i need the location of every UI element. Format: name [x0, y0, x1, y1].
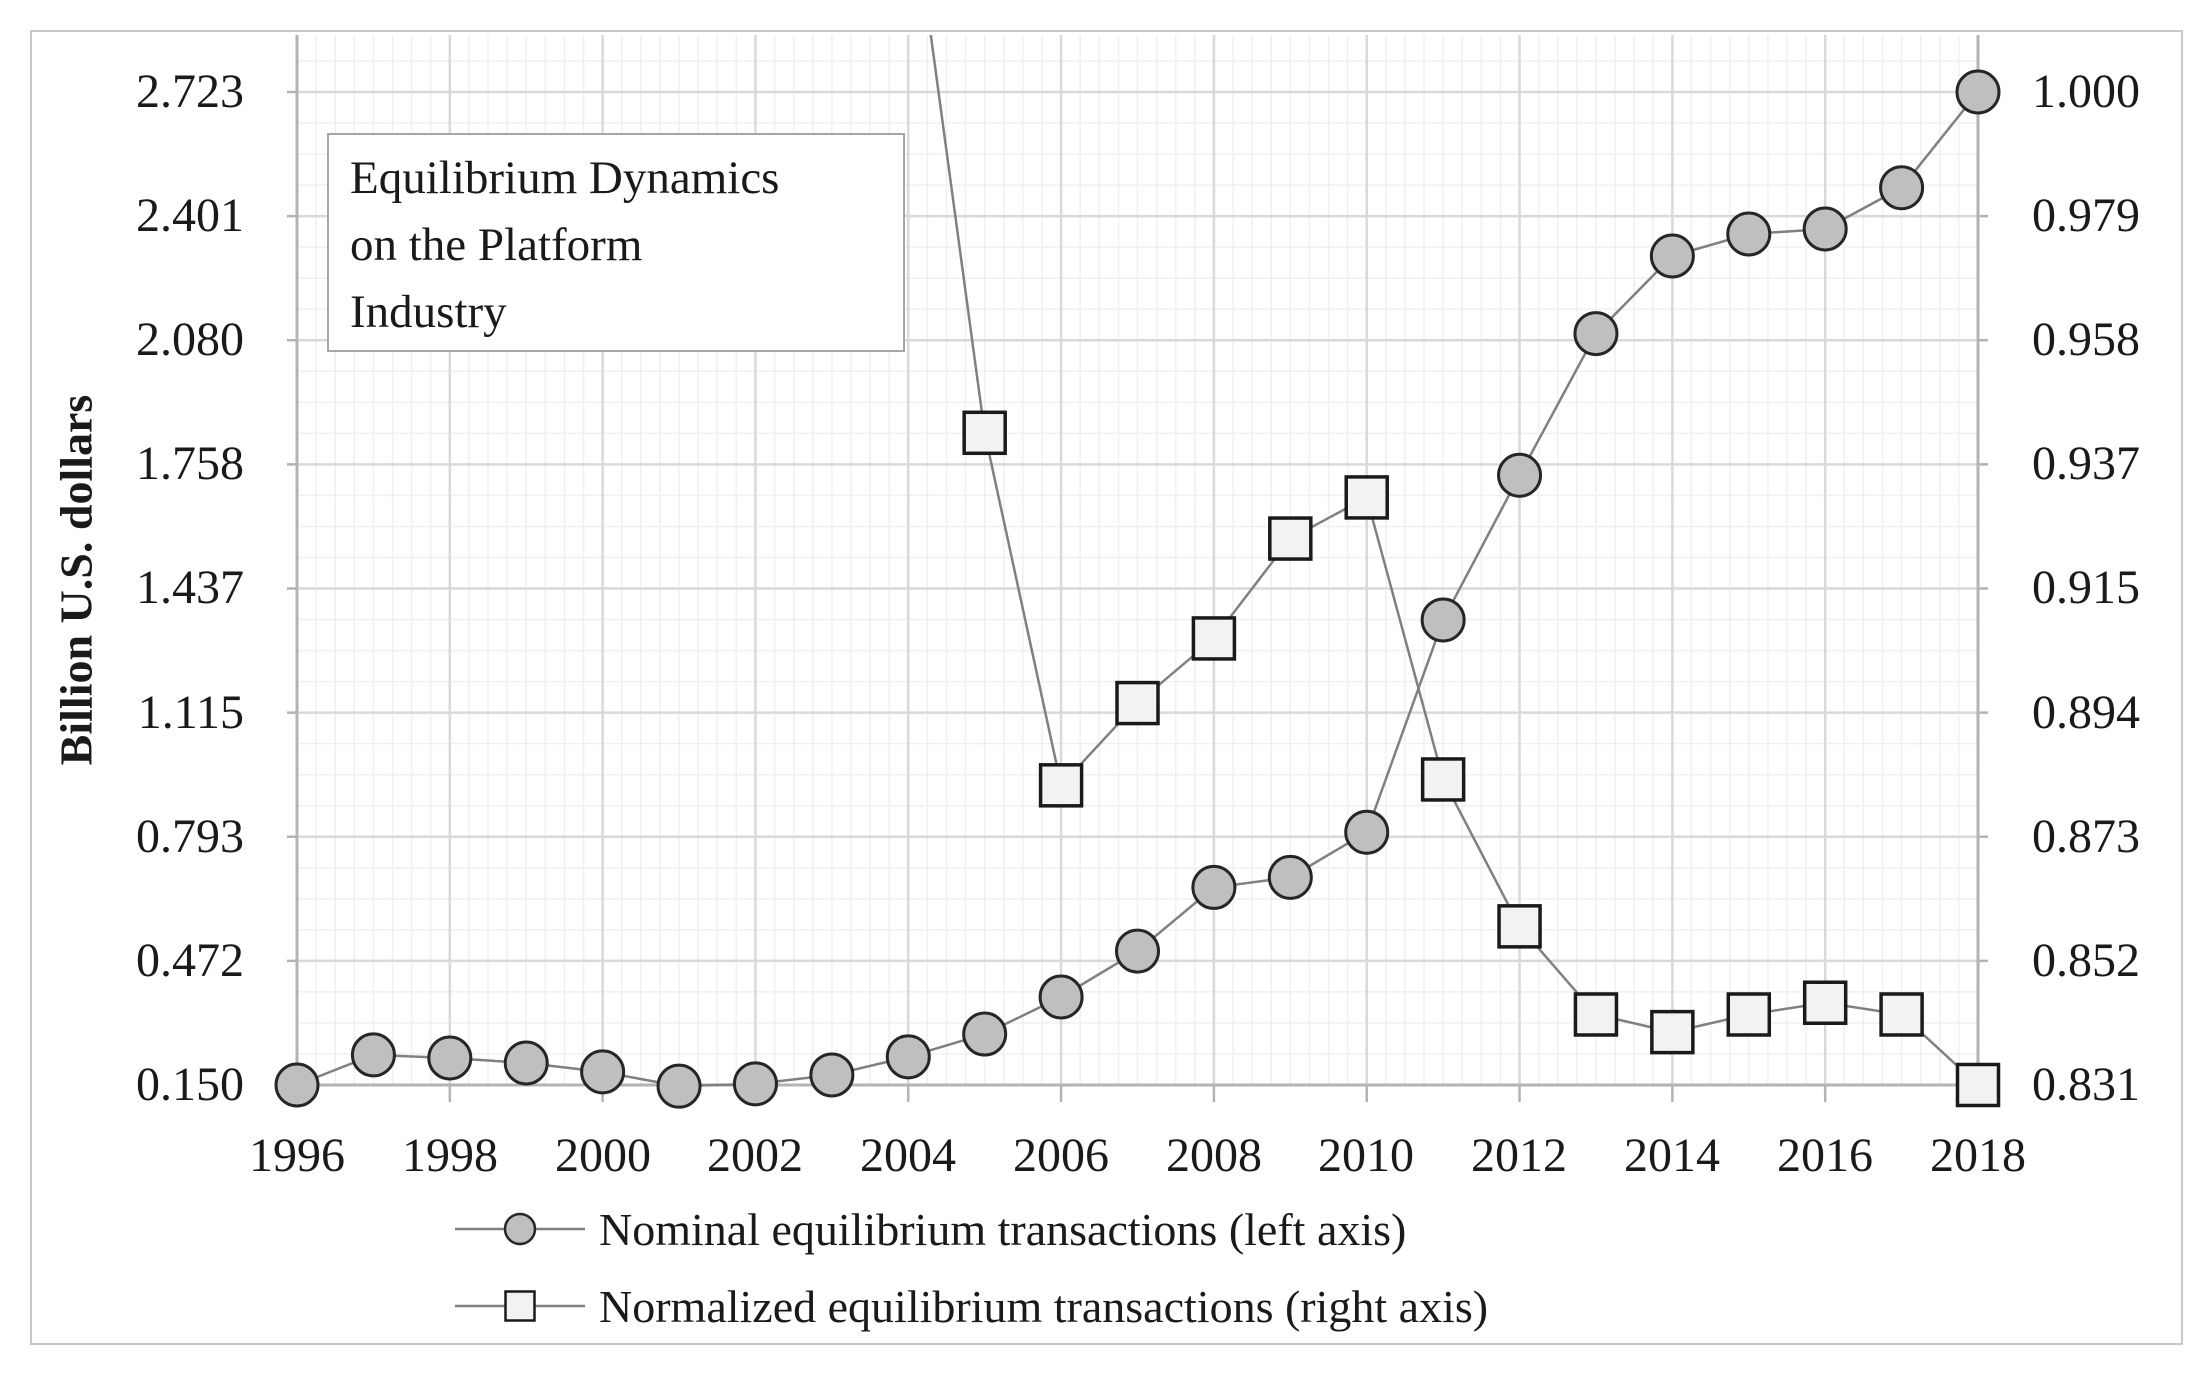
data-point — [1191, 864, 1237, 910]
data-point — [732, 1061, 778, 1107]
legend-label: Nominal equilibrium transactions (left a… — [599, 1203, 1407, 1255]
right-axis-tick: 0.852 — [2032, 934, 2140, 987]
data-point — [1955, 1062, 2001, 1108]
right-axis-tick: 0.915 — [2032, 561, 2140, 614]
legend-label: Normalized equilibrium transactions (rig… — [599, 1280, 1489, 1332]
data-point — [1497, 904, 1542, 949]
data-point — [1268, 516, 1313, 561]
x-axis-tick: 2004 — [860, 1129, 956, 1182]
data-point — [1573, 992, 1619, 1037]
data-point — [580, 1049, 626, 1095]
data-point — [1497, 452, 1543, 498]
data-point — [1267, 854, 1313, 900]
figure-frame — [30, 30, 2183, 1345]
data-point — [1191, 616, 1237, 661]
right-axis-tick: 0.873 — [2032, 810, 2140, 863]
data-point — [1879, 992, 1924, 1037]
chart-title-line: Industry — [350, 286, 507, 338]
x-axis-tick: 2018 — [1930, 1129, 2026, 1182]
data-point — [427, 1035, 473, 1081]
x-axis-tick: 2006 — [1013, 1129, 1109, 1182]
circle-marker-icon — [455, 1212, 585, 1246]
left-axis-tick: 1.758 — [136, 437, 244, 490]
right-axis-tick: 0.831 — [2032, 1058, 2140, 1111]
x-axis-tick: 2002 — [707, 1129, 803, 1182]
chart-title-box: Equilibrium Dynamics on the Platform Ind… — [327, 133, 905, 352]
data-point — [1573, 311, 1619, 357]
x-axis-tick: 1996 — [249, 1129, 345, 1182]
x-axis-tick: 2008 — [1166, 1129, 1262, 1182]
data-point — [1802, 206, 1848, 252]
chart-title-line: Equilibrium Dynamics — [350, 152, 780, 204]
left-axis-tick: 0.150 — [136, 1058, 244, 1111]
data-point — [1879, 165, 1925, 211]
data-point — [350, 1032, 396, 1078]
data-point — [1955, 69, 2001, 115]
data-point — [274, 1062, 320, 1108]
left-axis-tick: 1.115 — [137, 686, 244, 739]
right-axis-tick: 0.958 — [2032, 313, 2140, 366]
left-axis-tick: 2.080 — [136, 313, 244, 366]
data-point — [1650, 1009, 1695, 1055]
data-point — [1802, 980, 1848, 1025]
x-axis-tick: 2000 — [555, 1129, 651, 1182]
left-axis-tick: 0.472 — [136, 934, 244, 987]
data-point — [656, 1063, 702, 1109]
x-axis-tick: 2016 — [1777, 1129, 1873, 1182]
data-point — [809, 1052, 855, 1098]
right-axis-tick: 1.000 — [2032, 65, 2140, 118]
right-axis-tick: 0.937 — [2032, 437, 2140, 490]
left-axis-tick: 0.793 — [136, 810, 244, 863]
data-point — [1726, 211, 1772, 257]
left-axis-tick: 2.401 — [136, 189, 244, 242]
legend-item-nominal: Nominal equilibrium transactions (left a… — [455, 1196, 1488, 1262]
x-axis-tick: 2014 — [1624, 1129, 1720, 1182]
x-axis-tick: 1998 — [402, 1129, 498, 1182]
data-point — [1115, 928, 1160, 974]
series-normalized — [929, 35, 2001, 1108]
square-marker-icon — [455, 1290, 585, 1322]
x-axis-tick: 2010 — [1318, 1129, 1414, 1182]
data-point — [962, 1011, 1008, 1057]
data-point — [503, 1040, 549, 1086]
data-point — [1344, 475, 1389, 520]
data-point — [1038, 763, 1084, 808]
data-point — [1420, 757, 1466, 802]
series-nominal — [274, 69, 2001, 1109]
left-axis-tick: 2.723 — [136, 65, 244, 118]
data-point — [1038, 974, 1084, 1020]
chart-title-line: on the Platform — [350, 219, 643, 271]
legend-item-normalized: Normalized equilibrium transactions (rig… — [455, 1273, 1488, 1339]
chart-legend: Nominal equilibrium transactions (left a… — [455, 1196, 1488, 1350]
left-axis-tick: 1.437 — [136, 561, 244, 614]
data-point — [962, 410, 1007, 456]
data-point — [1344, 809, 1390, 855]
right-axis-tick: 0.894 — [2032, 686, 2140, 739]
data-point — [1726, 992, 1772, 1037]
data-point — [1115, 680, 1160, 726]
right-axis-tick: 0.979 — [2032, 189, 2140, 242]
data-point — [885, 1034, 931, 1080]
data-point — [1649, 233, 1695, 279]
x-axis-tick: 2012 — [1471, 1129, 1567, 1182]
data-point — [1420, 597, 1466, 643]
